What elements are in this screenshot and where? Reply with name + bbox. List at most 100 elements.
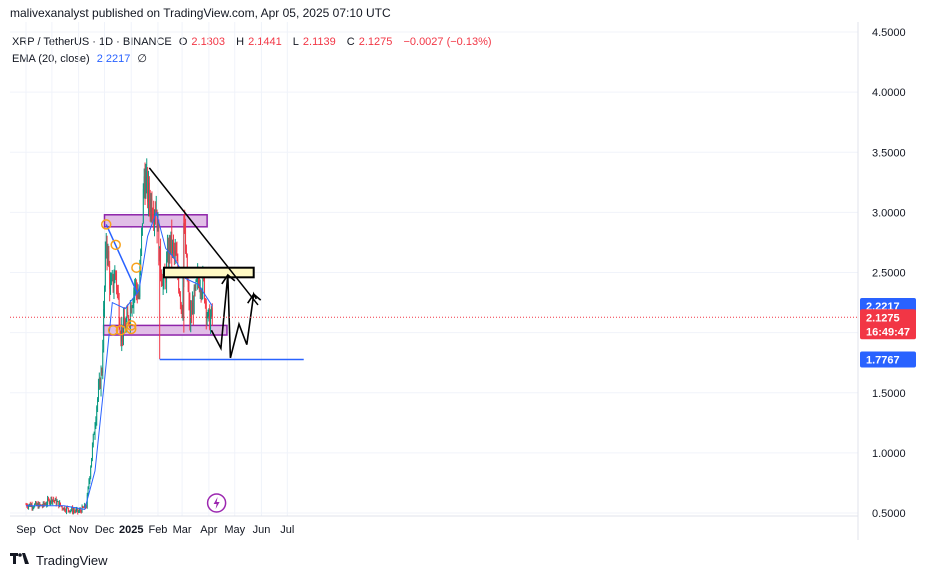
candle-body	[35, 502, 37, 506]
candle-body	[157, 222, 159, 232]
candle	[94, 422, 96, 440]
candle-body	[172, 242, 174, 254]
candle-body	[196, 279, 198, 281]
candle	[172, 234, 174, 259]
price-axis: 4.50004.00003.50003.00002.50002.00001.50…	[857, 22, 906, 540]
projection-path	[210, 274, 258, 359]
candle	[191, 291, 193, 315]
candle-body	[47, 498, 48, 504]
candle-body	[83, 507, 85, 509]
candle-body	[173, 242, 174, 247]
price-tick-label: 4.0000	[872, 87, 906, 99]
candle-body	[167, 247, 168, 260]
candle	[141, 227, 143, 256]
candle-body	[28, 505, 29, 508]
candle	[93, 431, 95, 435]
candle	[126, 305, 128, 323]
candle	[90, 465, 92, 480]
candle	[87, 486, 89, 497]
candle-body	[79, 509, 81, 511]
candle-body	[63, 507, 65, 510]
candle	[205, 298, 207, 330]
candle-body	[85, 507, 87, 508]
candle	[209, 304, 211, 331]
candle-body	[101, 370, 103, 373]
candle-body	[89, 476, 91, 482]
candle	[160, 238, 162, 282]
candle-body	[68, 510, 70, 512]
candle-body	[117, 287, 118, 291]
candle	[167, 237, 169, 269]
candle	[144, 162, 146, 205]
candle	[66, 506, 68, 515]
candle	[101, 367, 103, 376]
candle	[161, 273, 163, 287]
candle-body	[144, 176, 146, 198]
candle	[153, 200, 155, 231]
candle-body	[104, 287, 105, 310]
candle-body	[162, 278, 164, 286]
candle-body	[45, 504, 47, 505]
candle-body	[210, 316, 211, 330]
candle	[145, 163, 147, 199]
candle	[53, 496, 55, 503]
candle	[151, 191, 153, 223]
candle	[179, 291, 181, 310]
candle-body	[143, 176, 145, 189]
candle	[106, 235, 108, 271]
candle-body	[113, 282, 115, 289]
candle	[204, 276, 206, 304]
candle	[188, 281, 190, 311]
target-zone	[163, 266, 255, 279]
candle	[206, 312, 208, 326]
candle-body	[66, 507, 67, 512]
candle-body	[146, 172, 148, 178]
candle-body	[132, 303, 134, 307]
candle-body	[78, 511, 80, 513]
candle-body	[176, 255, 178, 260]
candle	[208, 308, 210, 322]
candle	[39, 501, 41, 508]
time-tick-label: Jul	[280, 524, 294, 536]
candle-body	[75, 509, 77, 512]
candle-body	[150, 198, 152, 213]
candle	[146, 158, 148, 194]
candle-body	[140, 249, 142, 270]
candle	[47, 496, 49, 502]
candle-body	[52, 499, 54, 502]
candle	[173, 242, 175, 266]
candle	[193, 284, 195, 315]
candle	[72, 505, 74, 515]
candle-body	[97, 398, 98, 408]
candle-body	[127, 311, 129, 317]
candle-body	[48, 498, 49, 500]
candle	[147, 170, 149, 217]
candle-body	[108, 251, 110, 266]
candle-body	[53, 499, 54, 501]
indicator-visibility-icon[interactable]: ∅	[137, 53, 148, 65]
candle	[42, 501, 44, 508]
pivot-circle	[125, 320, 137, 331]
candle-body	[104, 249, 106, 288]
candle-body	[178, 275, 180, 291]
candle	[179, 288, 181, 297]
candle-body	[44, 504, 46, 505]
candle	[28, 503, 30, 507]
indicator-name[interactable]: EMA (20, close)	[12, 53, 90, 65]
candle	[104, 241, 106, 292]
candle	[74, 509, 76, 514]
pivot-circle	[125, 323, 137, 335]
candle-body	[27, 506, 29, 508]
time-tick-label: Sep	[16, 524, 36, 536]
candle	[27, 503, 29, 510]
candle	[185, 218, 187, 254]
candle-body	[41, 506, 43, 507]
candle-body	[88, 481, 90, 487]
candle	[46, 501, 48, 508]
candle-body	[206, 316, 208, 319]
candle	[62, 507, 64, 510]
candle-body	[92, 434, 94, 445]
candle	[181, 304, 183, 319]
candle-body	[189, 299, 191, 324]
